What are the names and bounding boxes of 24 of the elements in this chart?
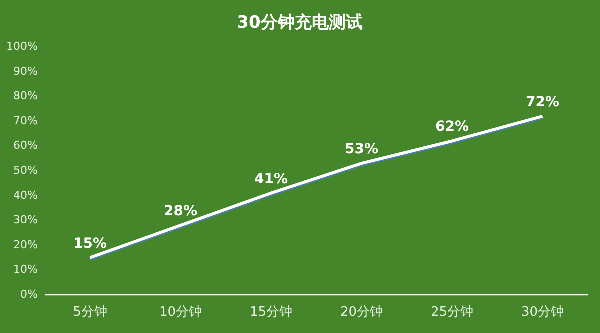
y-tick-label: 80% [14, 90, 38, 103]
data-label: 62% [435, 119, 470, 136]
y-tick-label: 10% [14, 263, 38, 276]
y-tick-label: 50% [14, 164, 38, 178]
data-label: 28% [164, 204, 198, 220]
data-label: 72% [526, 94, 560, 110]
y-tick-label: 0% [20, 288, 38, 302]
y-tick-label: 100% [6, 40, 38, 54]
y-tick-label: 60% [14, 139, 38, 152]
x-tick-label: 5分钟 [73, 305, 108, 320]
x-tick-label: 20分钟 [340, 305, 384, 320]
y-tick-label: 20% [14, 238, 38, 252]
x-tick-label: 15分钟 [250, 305, 293, 320]
x-tick-label: 25分钟 [430, 305, 474, 320]
y-tick-label: 70% [14, 114, 38, 128]
data-label: 41% [254, 171, 288, 188]
y-tick-label: 30% [14, 214, 38, 227]
data-label: 53% [344, 142, 379, 158]
x-tick-label: 30分钟 [521, 305, 564, 320]
data-label: 15% [73, 236, 108, 252]
y-tick-label: 90% [14, 64, 38, 78]
chart-title: 30分钟充电测试 [237, 13, 363, 33]
x-tick-label: 10分钟 [159, 305, 202, 320]
y-tick-label: 40% [14, 188, 38, 202]
